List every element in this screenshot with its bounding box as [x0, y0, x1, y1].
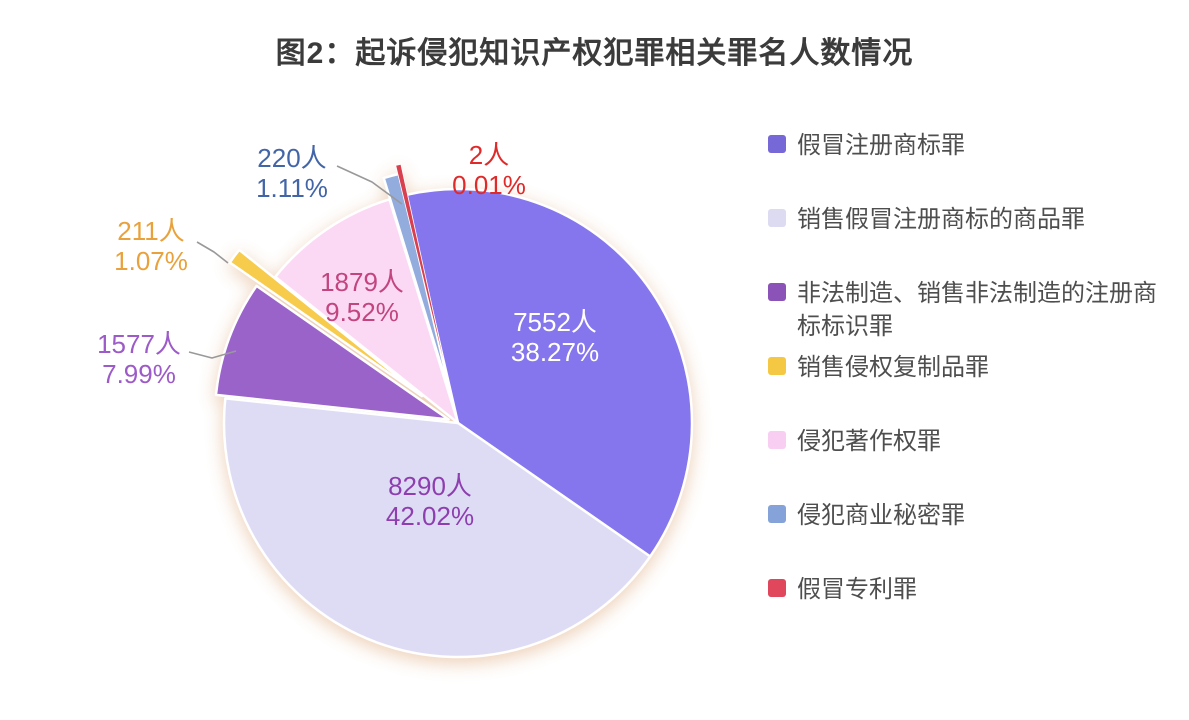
legend-label: 非法制造、销售非法制造的注册商标标识罪 — [797, 280, 1157, 340]
slice-label-trade-secret-infringement: 220人 1.11% — [256, 143, 328, 203]
slice-people-count: 220人 — [257, 143, 327, 173]
legend-label: 假冒专利罪 — [797, 576, 917, 603]
slice-percent: 1.07% — [114, 246, 188, 276]
slice-percent: 0.01% — [452, 170, 526, 200]
slice-label-copyright-infringement: 1879人 9.52% — [320, 267, 404, 327]
slice-people-count: 1577人 — [97, 329, 181, 359]
legend-swatch — [768, 283, 786, 301]
slice-percent: 42.02% — [385, 501, 475, 531]
legend-swatch — [768, 505, 786, 523]
slice-people-count: 211人 — [117, 216, 185, 246]
legend-item-counterfeit-trademark: 假冒注册商标罪 — [768, 129, 1166, 162]
legend-item-copyright-infringement: 侵犯著作权罪 — [768, 425, 1166, 458]
pie-slice-selling-infringing-copies — [228, 248, 424, 398]
slice-percent: 7.99% — [102, 359, 176, 389]
legend-label: 销售侵权复制品罪 — [797, 354, 989, 381]
slice-people-count: 7552人 — [513, 307, 597, 337]
slice-label-counterfeit-trademark: 7552人 38.27% — [511, 307, 599, 367]
slice-label-selling-infringing-copies: 211人 1.07% — [114, 216, 188, 276]
slice-label-selling-counterfeit-goods: 8290人 42.02% — [386, 471, 474, 531]
pie-slice-selling-counterfeit-goods — [222, 397, 652, 659]
legend-swatch — [768, 431, 786, 449]
legend-item-selling-infringing-copies: 销售侵权复制品罪 — [768, 351, 1166, 384]
slice-label-patent-counterfeiting: 2人 0.01% — [452, 140, 526, 200]
leader-lines — [188, 165, 403, 359]
legend-label: 假冒注册商标罪 — [797, 132, 965, 159]
leader-line-trade-secret-infringement — [336, 165, 403, 205]
slice-percent: 9.52% — [325, 297, 399, 327]
legend-item-trade-secret-infringement: 侵犯商业秘密罪 — [768, 499, 1166, 532]
pie-slice-illegal-trademark-labels — [214, 284, 450, 421]
legend-item-patent-counterfeiting: 假冒专利罪 — [768, 573, 1166, 606]
chart-title: 图2：起诉侵犯知识产权犯罪相关罪名人数情况 — [275, 37, 914, 70]
leader-line-selling-infringing-copies — [196, 241, 229, 264]
leader-line-illegal-trademark-labels — [188, 350, 237, 359]
legend-swatch — [768, 209, 786, 227]
slice-people-count: 1879人 — [320, 267, 404, 297]
legend-label: 销售假冒注册商标的商品罪 — [797, 206, 1085, 233]
pie-slice-patent-counterfeiting — [395, 163, 452, 394]
slice-people-count: 2人 — [468, 140, 510, 170]
pie-slices — [214, 163, 694, 659]
legend-swatch — [768, 357, 786, 375]
legend-label: 侵犯著作权罪 — [797, 428, 941, 455]
legend-item-illegal-trademark-labels: 非法制造、销售非法制造的注册商标标识罪 — [768, 277, 1166, 343]
legend-item-selling-counterfeit-goods: 销售假冒注册商标的商品罪 — [768, 203, 1166, 236]
pie-slice-counterfeit-trademark — [404, 187, 694, 558]
slice-percent: 38.27% — [510, 337, 600, 367]
legend: 假冒注册商标罪 销售假冒注册商标的商品罪 非法制造、销售非法制造的注册商标标识罪… — [768, 129, 1168, 659]
slice-people-count: 8290人 — [388, 471, 472, 501]
legend-swatch — [768, 135, 786, 153]
slice-percent: 1.11% — [256, 173, 328, 203]
legend-label: 侵犯商业秘密罪 — [797, 502, 965, 529]
legend-swatch — [768, 579, 786, 597]
slice-label-illegal-trademark-labels: 1577人 7.99% — [97, 329, 181, 389]
pie-slice-copyright-infringement — [274, 198, 460, 425]
